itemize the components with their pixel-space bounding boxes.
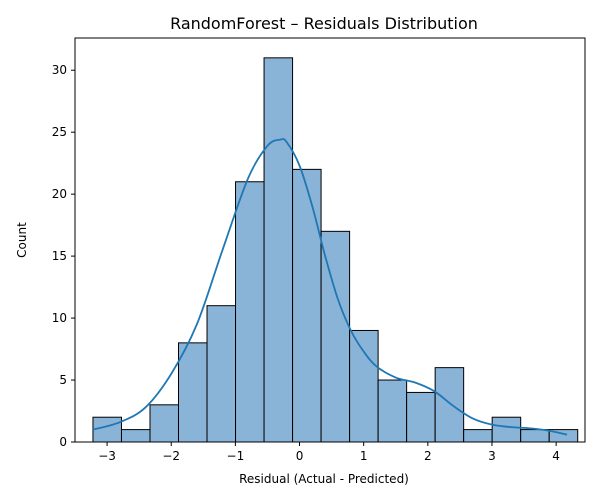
y-tick-label: 15 bbox=[52, 249, 67, 263]
x-tick-label: 4 bbox=[552, 449, 560, 463]
chart-title: RandomForest – Residuals Distribution bbox=[170, 14, 478, 33]
x-tick-label: −2 bbox=[162, 449, 180, 463]
x-tick-label: 2 bbox=[424, 449, 432, 463]
histogram-bar bbox=[491, 416, 522, 443]
x-tick-label: −3 bbox=[98, 449, 116, 463]
histogram-bar bbox=[263, 57, 294, 443]
histogram-bar bbox=[463, 429, 493, 443]
histogram-bars bbox=[92, 57, 579, 443]
y-tick-label: 25 bbox=[52, 125, 67, 139]
y-tick-label: 30 bbox=[52, 63, 67, 77]
histogram-bar bbox=[406, 391, 436, 443]
x-tick-label: 0 bbox=[296, 449, 304, 463]
histogram-bar bbox=[206, 305, 237, 443]
histogram-bar bbox=[178, 342, 208, 443]
histogram-bar bbox=[235, 181, 265, 443]
x-tick-label: 3 bbox=[488, 449, 496, 463]
histogram-bar bbox=[377, 379, 408, 443]
y-tick-label: 5 bbox=[59, 373, 67, 387]
x-tick-label: −1 bbox=[227, 449, 245, 463]
y-tick-label: 0 bbox=[59, 435, 67, 449]
histogram-bar bbox=[349, 329, 379, 443]
x-axis-label: Residual (Actual - Predicted) bbox=[239, 472, 409, 486]
kde-curve bbox=[92, 138, 568, 436]
histogram-bar bbox=[434, 367, 465, 443]
y-axis-label: Count bbox=[15, 222, 29, 258]
plot-frame bbox=[74, 37, 586, 443]
y-axis-ticks: 0 5 10 15 20 25 30 bbox=[52, 63, 75, 449]
y-tick-label: 10 bbox=[52, 311, 67, 325]
histogram-bar bbox=[92, 416, 122, 443]
histogram-bar bbox=[292, 168, 322, 443]
histogram-bar bbox=[520, 429, 550, 443]
y-tick-label: 20 bbox=[52, 187, 67, 201]
histogram-bar bbox=[320, 230, 351, 443]
x-axis-ticks: −3 −2 −1 0 1 2 3 4 bbox=[98, 442, 560, 463]
x-tick-label: 1 bbox=[360, 449, 368, 463]
histogram-bar bbox=[120, 429, 151, 443]
histogram-bar bbox=[149, 404, 180, 443]
